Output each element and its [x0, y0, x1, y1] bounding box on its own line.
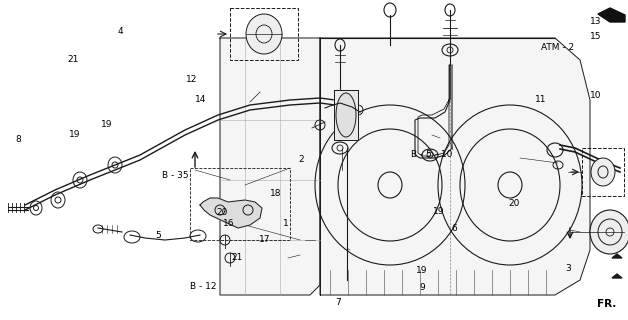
Text: 19: 19: [433, 207, 445, 216]
Text: 21: 21: [68, 55, 79, 64]
Ellipse shape: [590, 210, 628, 254]
Text: 13: 13: [590, 17, 602, 26]
Polygon shape: [334, 90, 358, 140]
Polygon shape: [200, 198, 262, 228]
Bar: [230, 8, 298, 60]
Text: B - 5 - 10: B - 5 - 10: [411, 150, 452, 159]
Text: 2: 2: [298, 156, 304, 164]
Polygon shape: [612, 254, 622, 258]
Text: 18: 18: [270, 189, 281, 198]
Text: 4: 4: [118, 28, 123, 36]
Text: 19: 19: [100, 120, 112, 129]
Text: 15: 15: [590, 32, 602, 41]
Polygon shape: [320, 38, 590, 295]
Text: 8: 8: [16, 135, 21, 144]
Text: 12: 12: [186, 75, 197, 84]
Text: ATM - 2: ATM - 2: [541, 43, 575, 52]
Text: 6: 6: [451, 224, 457, 233]
Text: 9: 9: [420, 284, 425, 292]
Bar: [190, 168, 290, 240]
Text: 3: 3: [565, 264, 571, 273]
Text: FR.: FR.: [597, 299, 616, 309]
Polygon shape: [612, 274, 622, 278]
Bar: [582, 148, 624, 196]
Polygon shape: [598, 8, 625, 22]
Text: 7: 7: [335, 298, 340, 307]
Text: B - 35: B - 35: [162, 171, 188, 180]
Text: 20: 20: [509, 199, 520, 208]
Text: 5: 5: [156, 231, 161, 240]
Text: 19: 19: [69, 130, 80, 139]
Text: 19: 19: [416, 266, 427, 275]
Text: 21: 21: [231, 253, 242, 262]
Text: 11: 11: [535, 95, 546, 104]
Ellipse shape: [246, 14, 282, 54]
Text: 17: 17: [259, 235, 271, 244]
Text: 20: 20: [217, 208, 228, 217]
Text: 10: 10: [590, 91, 602, 100]
Text: 14: 14: [195, 95, 206, 104]
Text: 16: 16: [223, 219, 234, 228]
Text: 1: 1: [283, 220, 288, 228]
Text: B - 12: B - 12: [190, 282, 217, 291]
Polygon shape: [220, 38, 320, 295]
Ellipse shape: [591, 158, 615, 186]
Ellipse shape: [336, 93, 356, 137]
